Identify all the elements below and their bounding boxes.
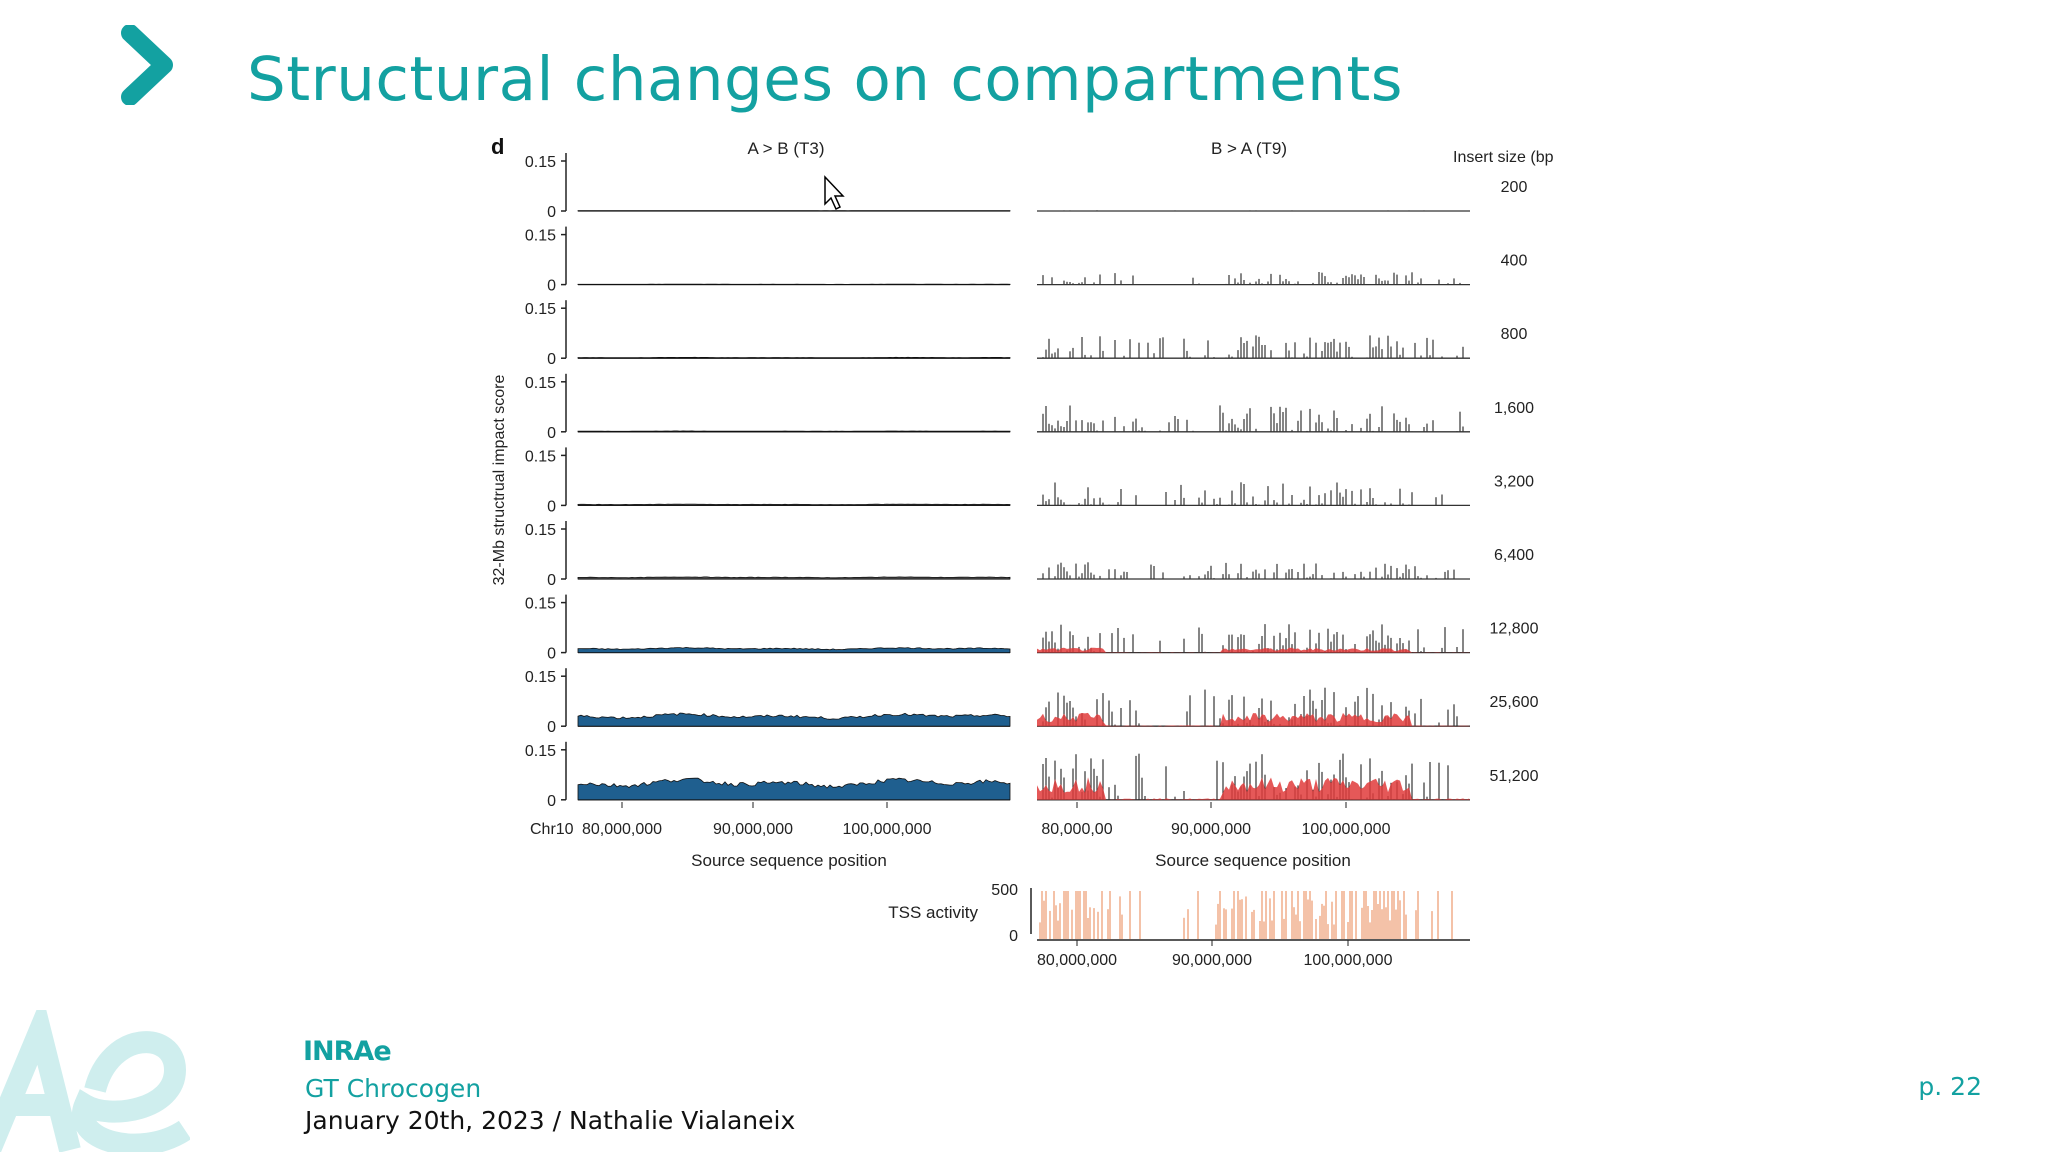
left-xlabel: Source sequence position xyxy=(691,851,887,870)
left-xtick-chr: Chr10 xyxy=(530,821,574,838)
slide-title: Structural changes on compartments xyxy=(247,44,1404,115)
right-xlabel: Source sequence position xyxy=(1155,851,1351,870)
left-area-series xyxy=(577,712,1011,727)
y-tick-label: 0 xyxy=(547,793,556,810)
y-tick-label: 0.15 xyxy=(525,743,556,760)
y-tick-label: 0.15 xyxy=(525,228,556,245)
tss-label: TSS activity xyxy=(888,903,978,922)
left-area-series xyxy=(577,503,1011,506)
left-xtick: 100,000,000 xyxy=(843,821,932,838)
y-tick-label: 0 xyxy=(547,351,556,368)
tss-ytick-bottom: 0 xyxy=(1009,928,1018,945)
chevron-right-icon xyxy=(121,25,173,105)
structural-impact-figure: d A > B (T3) B > A (T9) Insert size (bp … xyxy=(491,134,1554,969)
tss-xtick: 100,000,000 xyxy=(1304,952,1393,969)
mouse-pointer-icon xyxy=(824,175,845,211)
x-axis-ticks xyxy=(621,802,1347,808)
tss-ytick-top: 500 xyxy=(991,882,1018,899)
insert-size-label: 12,800 xyxy=(1490,621,1539,638)
y-tick-label: 0 xyxy=(547,425,556,442)
panel-label: d xyxy=(491,134,504,159)
y-tick-label: 0.15 xyxy=(525,448,556,465)
insert-size-label: 1,600 xyxy=(1494,400,1534,417)
y-tick-label: 0.15 xyxy=(525,669,556,686)
y-tick-label: 0.15 xyxy=(525,596,556,613)
insert-size-label: 6,400 xyxy=(1494,547,1534,564)
left-area-series xyxy=(577,576,1011,580)
footer-organization: GT Chrocogen xyxy=(305,1074,482,1103)
right-spike-series xyxy=(1037,753,1470,800)
insert-size-label: 25,600 xyxy=(1490,694,1539,711)
inrae-logo: INRAe xyxy=(303,1036,392,1067)
left-xtick: 90,000,000 xyxy=(713,821,793,838)
y-axis-label: 32-Mb structrual impact score xyxy=(491,375,508,586)
insert-size-label: 200 xyxy=(1501,179,1528,196)
insert-size-label: 400 xyxy=(1501,253,1528,270)
y-tick-label: 0.15 xyxy=(525,522,556,539)
insert-size-label: 3,200 xyxy=(1494,473,1534,490)
y-tick-label: 0 xyxy=(547,719,556,736)
right-spike-series xyxy=(1037,624,1470,653)
right-spike-series xyxy=(1037,687,1470,727)
right-spike-series xyxy=(1042,272,1461,285)
insert-size-label: 51,200 xyxy=(1490,768,1539,785)
left-area-series xyxy=(577,430,1011,433)
y-tick-label: 0.15 xyxy=(525,301,556,318)
tss-xtick: 80,000,000 xyxy=(1037,952,1117,969)
right-column-title: B > A (T9) xyxy=(1211,139,1287,158)
insert-size-label: 800 xyxy=(1501,326,1528,343)
y-tick-label: 0 xyxy=(547,572,556,589)
right-xtick: 90,000,000 xyxy=(1171,821,1251,838)
right-spike-series xyxy=(1042,210,1464,211)
right-spike-series xyxy=(1042,405,1464,432)
y-tick-label: 0 xyxy=(547,646,556,663)
right-area-series xyxy=(1037,777,1470,800)
right-area-series xyxy=(1037,647,1470,653)
insert-size-header: Insert size (bp xyxy=(1453,149,1554,166)
right-spike-series xyxy=(1042,482,1443,506)
right-area-series xyxy=(1037,712,1470,727)
left-area-series xyxy=(577,356,1011,359)
page-number: p. 22 xyxy=(1918,1072,1982,1101)
left-column-title: A > B (T3) xyxy=(748,139,825,158)
right-xtick: 80,000,00 xyxy=(1041,821,1112,838)
left-area-series xyxy=(577,646,1011,653)
y-tick-label: 0.15 xyxy=(525,154,556,171)
y-tick-label: 0 xyxy=(547,204,556,221)
left-xtick: 80,000,000 xyxy=(582,821,662,838)
y-tick-label: 0 xyxy=(547,278,556,295)
right-spike-series xyxy=(1042,335,1464,359)
y-tick-label: 0.15 xyxy=(525,375,556,392)
footer-date-author: January 20th, 2023 / Nathalie Vialaneix xyxy=(305,1106,796,1135)
right-spike-series xyxy=(1042,562,1455,579)
left-area-series xyxy=(577,777,1011,801)
y-tick-label: 0 xyxy=(547,498,556,515)
inrae-watermark-icon xyxy=(0,1010,190,1152)
tss-xtick: 90,000,000 xyxy=(1172,952,1252,969)
right-xtick: 100,000,000 xyxy=(1302,821,1391,838)
